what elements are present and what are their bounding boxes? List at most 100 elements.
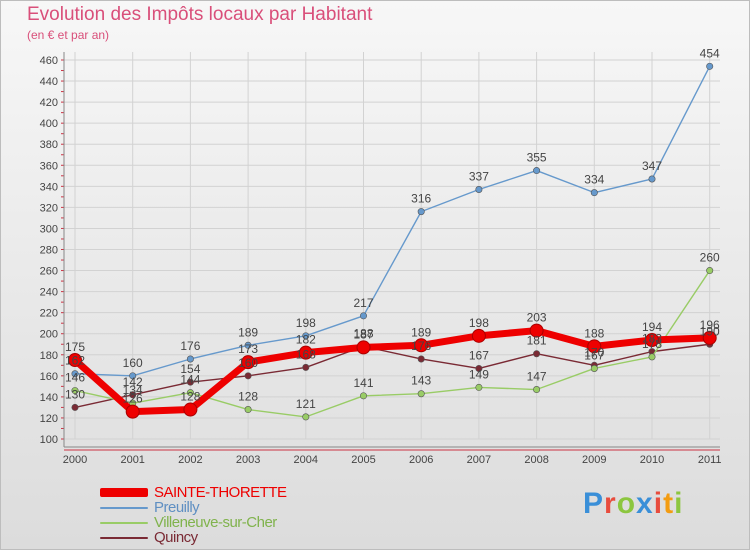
x-tick-label: 2001 [120,454,144,466]
y-tick-label: 280 [40,245,58,257]
data-point [645,333,659,348]
data-label: 144 [180,373,200,387]
y-tick-label: 400 [40,118,58,130]
data-label: 176 [180,339,200,353]
data-point [129,391,137,399]
legend-swatch [100,521,148,524]
data-label: 189 [411,325,431,339]
data-point [71,387,79,395]
brand-letter: t [663,487,675,520]
data-label: 149 [469,367,489,381]
gridlines [64,52,720,440]
data-label: 175 [65,340,85,354]
y-tick-label: 340 [40,181,58,193]
data-label: 128 [180,390,200,404]
legend-item-quincy: Quincy [100,529,287,546]
data-point [475,364,483,372]
x-tick-label: 2002 [178,454,202,466]
series-line-preuilly [74,65,711,377]
data-label: 337 [469,169,489,183]
data-label: 154 [180,362,200,376]
data-point [186,355,194,363]
data-label: 178 [642,337,662,351]
data-point [648,175,656,183]
data-label: 173 [238,342,258,356]
data-point [183,402,198,417]
y-tick-label: 440 [40,76,58,88]
data-label: 194 [642,320,662,334]
data-label: 198 [469,316,489,330]
data-point [302,413,310,421]
y-tick-label: 180 [40,350,58,362]
data-point [471,328,486,343]
x-tick-label: 2004 [294,454,318,466]
data-label: 142 [123,375,143,389]
legend-swatch [100,488,148,497]
data-label: 260 [700,251,720,265]
data-point [706,62,714,70]
data-point [533,350,541,358]
y-tick-label: 420 [40,97,58,109]
series-line-villeneuve-sur-cher [74,270,711,418]
data-label: 147 [527,370,547,384]
series-line-quincy [74,343,710,409]
data-point [71,370,79,378]
data-label: 182 [296,333,316,347]
data-label: 130 [65,387,85,401]
series-lines [68,62,717,421]
y-tick-label: 380 [40,139,58,151]
axes: 100 120 140 160 180 200 220 240 260 280 300 320 340 3… [40,52,722,466]
data-label: 316 [411,192,431,206]
data-label: 190 [700,324,720,338]
y-tick-label: 120 [40,413,58,425]
data-point [244,406,252,414]
brand-letter: i [653,487,664,520]
data-point [475,185,483,193]
data-point [356,340,371,355]
chart-subtitle: (en € et par an) [27,28,110,42]
y-tick-label: 160 [40,371,58,383]
x-tick-label: 2007 [467,454,491,466]
x-tick-label: 2008 [524,454,548,466]
data-label: 143 [411,374,431,388]
x-tick-label: 2005 [351,454,375,466]
brand-letter: r [604,487,617,520]
data-label: 162 [65,354,85,368]
data-label: 217 [353,296,373,310]
data-point [359,312,367,320]
data-point [302,332,310,340]
data-label: 160 [123,356,143,370]
data-point [359,392,367,400]
data-point [244,341,252,349]
y-tick-label: 140 [40,392,58,404]
x-tick-label: 2003 [236,454,260,466]
data-label: 167 [469,348,489,362]
data-label: 196 [700,318,720,332]
data-label: 134 [123,383,143,397]
data-point [125,404,140,419]
data-label: 176 [411,339,431,353]
data-label: 181 [527,334,547,348]
data-label: 167 [584,348,604,362]
legend-label: Quincy [154,529,198,546]
data-label: 160 [238,356,258,370]
data-label: 347 [642,159,662,173]
series-line-sainte-thorette [72,327,710,416]
data-label: 128 [238,390,258,404]
y-tick-label: 460 [40,55,58,67]
data-point [417,355,425,363]
data-label: 189 [238,325,258,339]
legend-item-preuilly: Preuilly [100,499,287,516]
legend: SAINTE-THORETTE Preuilly Villeneuve-sur-… [100,484,287,546]
brand-letter: P [583,487,605,520]
data-point [529,323,544,338]
data-label: 146 [65,371,85,385]
data-point [706,267,714,275]
data-label: 334 [584,173,604,187]
data-label: 121 [296,397,316,411]
data-point [186,389,194,397]
legend-item-sainte-thorette: SAINTE-THORETTE [100,484,287,501]
data-point [414,338,429,353]
data-label: 355 [527,151,547,165]
